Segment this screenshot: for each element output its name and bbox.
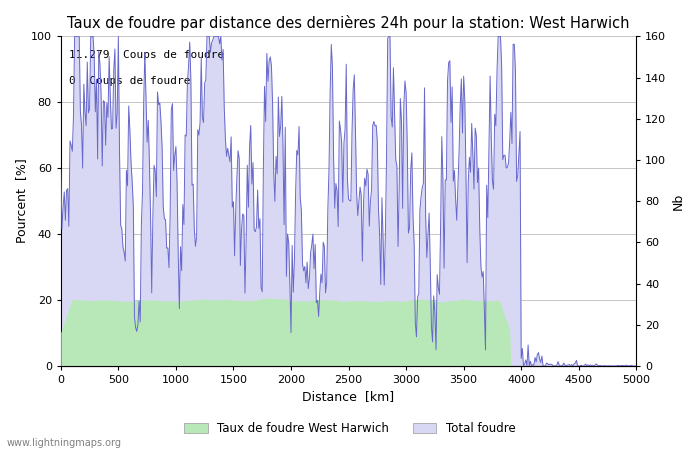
X-axis label: Distance  [km]: Distance [km] bbox=[302, 391, 395, 404]
Text: 11.279  Coups de foudre: 11.279 Coups de foudre bbox=[69, 50, 225, 59]
Text: 0  Coups de foudre: 0 Coups de foudre bbox=[69, 76, 191, 86]
Title: Taux de foudre par distance des dernières 24h pour la station: West Harwich: Taux de foudre par distance des dernière… bbox=[67, 15, 630, 31]
Legend: Taux de foudre West Harwich, Total foudre: Taux de foudre West Harwich, Total foudr… bbox=[180, 417, 520, 440]
Text: www.lightningmaps.org: www.lightningmaps.org bbox=[7, 438, 122, 448]
Y-axis label: Pourcent  [%]: Pourcent [%] bbox=[15, 159, 28, 243]
Y-axis label: Nb: Nb bbox=[672, 193, 685, 210]
